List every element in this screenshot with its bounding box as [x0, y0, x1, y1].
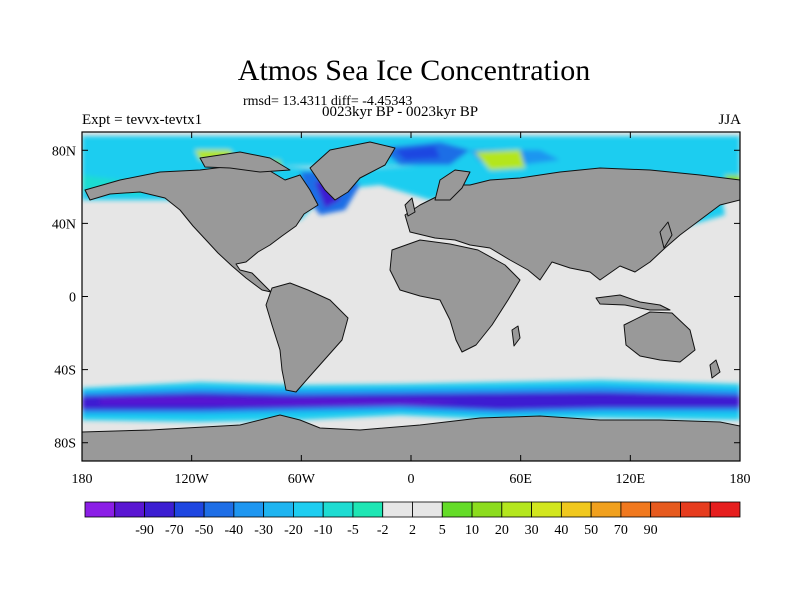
lon-tick-label: 0	[408, 472, 415, 487]
chart-title: Atmos Sea Ice Concentration	[237, 54, 591, 87]
colorbar-swatch	[203, 501, 235, 518]
colorbar-swatch	[382, 501, 413, 518]
colorbar-label: -70	[165, 523, 184, 538]
landmass-uk	[404, 197, 416, 217]
landmass-indonesia	[595, 294, 671, 311]
landmass-greenland	[309, 141, 396, 201]
land-masses	[82, 141, 740, 461]
colorbar-swatch	[173, 501, 205, 518]
landmass-arctic-islands	[199, 151, 291, 173]
colorbar-label: -5	[347, 523, 359, 538]
lat-tick-label: 80N	[52, 144, 76, 159]
lon-tick-label: 120E	[616, 472, 646, 487]
lat-tick-label: 40N	[52, 217, 76, 232]
colorbar-swatch	[531, 501, 562, 518]
colorbar-label: -2	[377, 523, 389, 538]
landmass-eurasia	[404, 167, 740, 281]
lon-tick-label: 60E	[509, 472, 532, 487]
colorbar-swatch	[233, 501, 265, 518]
colorbar-label: 2	[409, 523, 416, 538]
landmass-africa	[389, 239, 521, 353]
landmass-japan	[659, 221, 673, 249]
colorbar-label: 50	[584, 523, 598, 538]
experiment-label: Expt = tevvx-tevtx1	[82, 112, 203, 128]
colorbar-swatch	[590, 501, 622, 518]
colorbar-label: -50	[195, 523, 214, 538]
landmass-new-zealand	[709, 359, 721, 379]
lon-tick-label: 180	[72, 472, 93, 487]
colorbar-swatch	[84, 501, 116, 518]
colorbar-swatch	[680, 501, 711, 518]
season-label: JJA	[718, 112, 741, 128]
colorbar-swatch	[471, 501, 503, 518]
colorbar-swatch	[352, 501, 384, 518]
lat-tick-label: 0	[69, 291, 76, 306]
colorbar-swatch	[293, 501, 324, 518]
lon-tick-label: 120W	[175, 472, 210, 487]
landmass-australia	[623, 311, 696, 363]
colorbar-label: 90	[644, 523, 658, 538]
lat-tick-label: 40S	[54, 364, 76, 379]
colorbar-label: 40	[554, 523, 568, 538]
landmass-scandinavia	[434, 169, 471, 201]
colorbar: -90 -70 -50 -40 -30 -20 -10 -5 -2 2 5 10 20 30 40 50 70 9…	[84, 501, 741, 538]
stats-text: rmsd= 13.4311 diff= -4.45343	[243, 94, 413, 109]
colorbar-swatch	[114, 501, 145, 518]
colorbar-label: -20	[284, 523, 303, 538]
colorbar-swatch	[709, 501, 741, 518]
colorbar-label: -40	[225, 523, 244, 538]
colorbar-swatch	[144, 501, 175, 518]
colorbar-label: 5	[439, 523, 446, 538]
colorbar-swatch	[263, 501, 294, 518]
colorbar-label: -30	[254, 523, 273, 538]
colorbar-label: 10	[465, 523, 479, 538]
lon-tick-label: 180	[730, 472, 751, 487]
landmass-south-america	[265, 282, 349, 393]
colorbar-swatch	[650, 501, 681, 518]
landmass-antarctica	[82, 414, 740, 461]
lon-tick-label: 60W	[288, 472, 316, 487]
chart-subtitle: 0023kyr BP - 0023kyr BP	[322, 104, 479, 120]
colorbar-label: 20	[495, 523, 509, 538]
colorbar-label: -10	[314, 523, 333, 538]
colorbar-swatch	[620, 501, 652, 518]
lat-tick-label: 80S	[54, 437, 76, 452]
colorbar-swatch	[412, 501, 443, 518]
colorbar-swatch	[501, 501, 532, 518]
colorbar-swatch	[441, 501, 473, 518]
colorbar-swatch	[560, 501, 592, 518]
colorbar-label: 70	[614, 523, 628, 538]
axis-ticks: 80N 40N 0 40S 80S 180 120W 60W 0 60E 120E 180	[52, 132, 751, 487]
colorbar-label: 30	[525, 523, 539, 538]
colorbar-swatch	[322, 501, 354, 518]
colorbar-label: -90	[135, 523, 154, 538]
landmass-north-america	[84, 164, 319, 293]
landmass-madagascar	[511, 325, 521, 347]
